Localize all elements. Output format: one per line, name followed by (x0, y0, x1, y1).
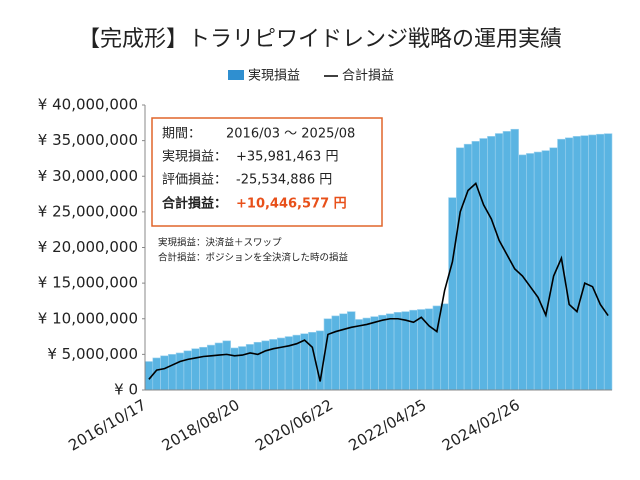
bar (339, 313, 348, 391)
y-tick-label: ¥ 0 (114, 381, 138, 399)
y-tick-label: ¥ 40,000,000 (38, 96, 138, 114)
bar (463, 143, 473, 391)
bar (261, 340, 270, 391)
bar (510, 128, 519, 391)
x-tick-label: 2020/06/22 (252, 396, 336, 455)
bar (588, 134, 597, 391)
bar (168, 354, 177, 391)
info-value: +10,446,577 円 (236, 197, 347, 212)
info-label: 実現損益： (162, 149, 227, 165)
y-tick-label: ¥ 5,000,000 (47, 345, 138, 363)
bar (533, 151, 543, 391)
x-tick-label: 2024/02/26 (439, 396, 523, 455)
legend-label: 合計損益 (342, 68, 394, 84)
bar (269, 339, 278, 391)
y-tick-label: ¥ 20,000,000 (38, 238, 138, 256)
chart-title: 【完成形】トラリピワイドレンジ戦略の運用実績 (78, 27, 562, 52)
bar (479, 138, 488, 391)
bar (541, 150, 551, 391)
line (148, 181, 609, 382)
bar (471, 141, 480, 391)
bar (393, 312, 403, 391)
bar (354, 319, 364, 391)
info-box (151, 117, 383, 227)
info-label: 評価損益： (162, 173, 227, 188)
bar (572, 136, 582, 391)
bar (494, 133, 504, 391)
y-tick-label: ¥ 35,000,000 (38, 131, 138, 149)
bar (230, 347, 239, 391)
note: 合計損益：ポジションを全決済した時の損益 (158, 252, 349, 264)
bar (191, 348, 200, 391)
bar (378, 314, 387, 391)
info-value: 2016/03 ～ 2025/08 (226, 127, 355, 142)
bar (401, 311, 410, 391)
bar (160, 355, 169, 391)
bar (175, 352, 185, 391)
bar (214, 342, 224, 391)
bar (596, 133, 605, 391)
y-tick-label: ¥ 25,000,000 (38, 202, 138, 220)
bar (370, 316, 379, 391)
legend-label: 実現損益 (248, 68, 300, 84)
bar (331, 315, 340, 391)
bar (199, 346, 208, 391)
bar (424, 308, 434, 391)
note: 実現損益：決済益＋スワップ (158, 237, 282, 249)
y-tick-label: ¥ 10,000,000 (38, 309, 138, 327)
x-tick-label: 2016/10/17 (65, 396, 149, 455)
bar (440, 303, 449, 391)
bar (456, 147, 465, 391)
bar (222, 340, 231, 391)
bar (564, 137, 574, 391)
y-tick-label: ¥ 30,000,000 (38, 167, 138, 185)
bar (448, 197, 457, 391)
bar (238, 346, 247, 391)
x-tick-label: 2018/08/20 (159, 396, 243, 455)
plot-area: ¥ 0 ¥ 5,000,000 ¥ 10,000,000 ¥ 15,000,000 ¥ … (38, 96, 613, 455)
legend-swatch (228, 70, 244, 80)
bar (206, 344, 216, 391)
info-label: 合計損益： (162, 196, 227, 212)
bar (385, 313, 395, 391)
info-label: 期間： (162, 127, 201, 142)
bar (417, 309, 426, 391)
x-tick-label: 2022/04/25 (346, 396, 430, 455)
info-value: -25,534,886 円 (236, 173, 332, 188)
y-tick-label: ¥ 15,000,000 (38, 274, 138, 292)
bar (580, 135, 589, 391)
bar (487, 136, 496, 391)
info-value: +35,981,463 円 (236, 150, 338, 165)
bar (245, 344, 255, 391)
bar (277, 337, 286, 391)
bar (183, 350, 193, 391)
bar (362, 317, 372, 391)
bar (603, 133, 613, 391)
bar (526, 153, 535, 391)
bar (253, 341, 263, 391)
bar (347, 311, 356, 391)
